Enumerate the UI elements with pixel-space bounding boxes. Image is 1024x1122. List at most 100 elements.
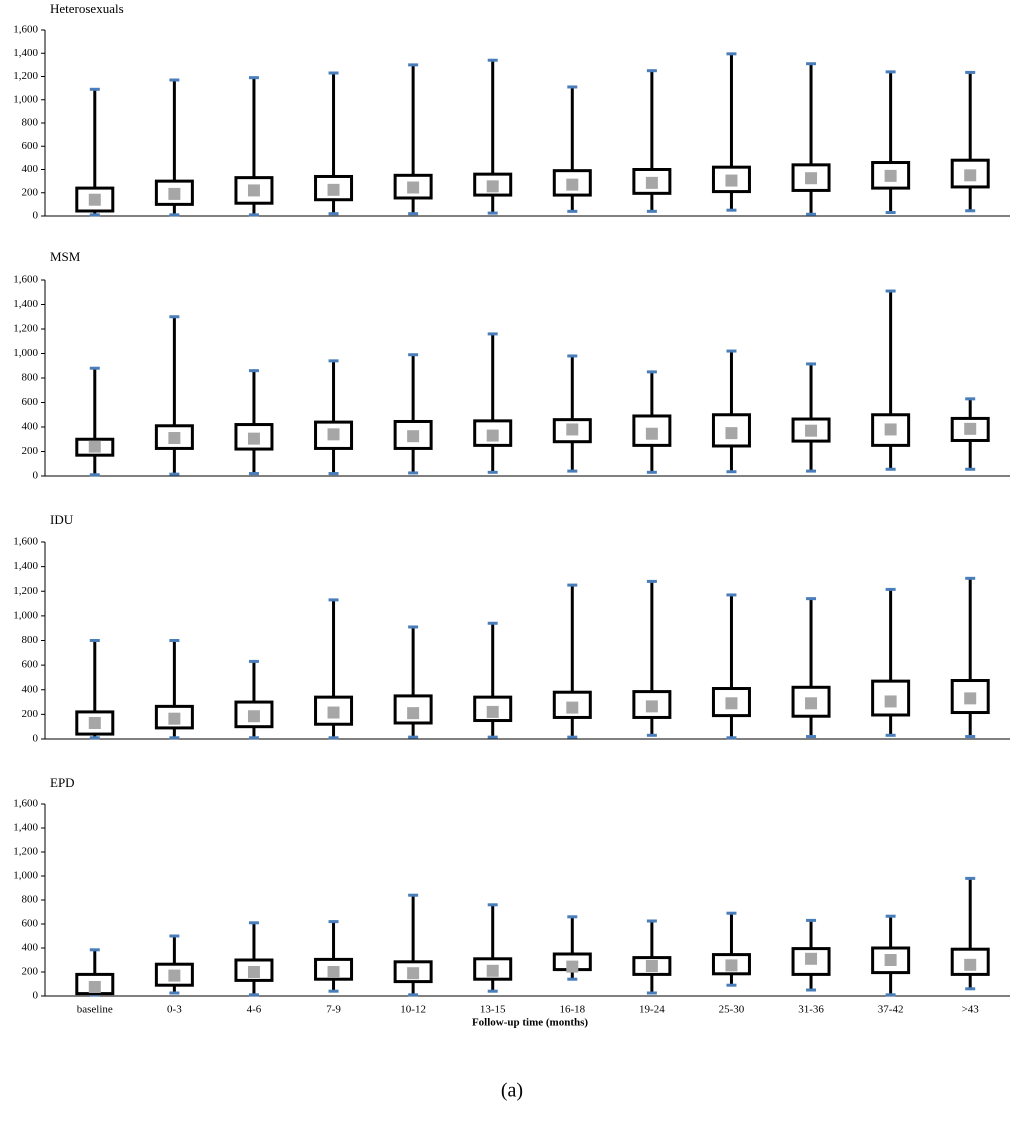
y-tick-label: 400: [22, 683, 39, 695]
center-marker: [566, 701, 579, 714]
center-marker: [407, 967, 420, 980]
center-marker: [964, 422, 977, 435]
y-tick-label: 1,600: [13, 274, 38, 286]
y-tick-label: 1,200: [13, 846, 38, 858]
center-marker: [884, 169, 897, 182]
y-tick-label: 1,400: [13, 822, 38, 834]
center-marker: [88, 716, 101, 729]
y-tick-label: 400: [22, 421, 39, 433]
center-marker: [805, 697, 818, 710]
center-marker: [88, 981, 101, 993]
center-marker: [247, 966, 260, 978]
y-tick-label: 1,000: [13, 870, 38, 882]
y-tick-label: 1,400: [13, 560, 38, 572]
y-tick-label: 400: [22, 942, 39, 954]
y-tick-label: 400: [22, 163, 39, 175]
center-marker: [88, 193, 101, 206]
center-marker: [168, 712, 181, 725]
x-tick-label: 31-36: [798, 1004, 824, 1016]
center-marker: [566, 423, 579, 436]
center-marker: [645, 700, 658, 713]
center-marker: [327, 428, 340, 441]
x-tick-label: 25-30: [719, 1004, 745, 1016]
y-tick-label: 800: [22, 894, 39, 906]
y-tick-label: 1,200: [13, 585, 38, 597]
x-tick-label: 10-12: [400, 1004, 426, 1016]
center-marker: [884, 423, 897, 436]
x-axis-label: Follow-up time (months): [472, 1017, 588, 1029]
center-marker: [327, 183, 340, 196]
center-marker: [168, 969, 181, 982]
y-tick-label: 600: [22, 659, 39, 671]
center-marker: [805, 424, 818, 437]
y-tick-label: 600: [22, 396, 39, 408]
center-marker: [725, 959, 738, 972]
center-marker: [645, 427, 658, 440]
y-tick-label: 0: [33, 733, 39, 745]
x-tick-label: 37-42: [878, 1004, 904, 1016]
center-marker: [884, 954, 897, 966]
center-marker: [327, 706, 340, 719]
center-marker: [486, 964, 499, 977]
x-tick-label: baseline: [77, 1004, 113, 1016]
panel-title: Heterosexuals: [50, 1, 124, 16]
center-marker: [247, 710, 260, 723]
y-tick-label: 1,600: [13, 24, 38, 36]
center-marker: [964, 169, 977, 182]
y-tick-label: 0: [33, 470, 39, 482]
center-marker: [486, 705, 499, 718]
y-tick-label: 600: [22, 140, 39, 152]
x-tick-label: 4-6: [247, 1004, 262, 1016]
center-marker: [964, 692, 977, 705]
x-tick-label: 13-15: [480, 1004, 506, 1016]
y-tick-label: 0: [33, 990, 39, 1002]
y-tick-label: 1,000: [13, 609, 38, 621]
center-marker: [566, 178, 579, 191]
x-tick-label: 7-9: [326, 1004, 341, 1016]
center-marker: [88, 440, 101, 453]
center-marker: [327, 966, 340, 978]
center-marker: [884, 695, 897, 708]
center-marker: [247, 432, 260, 445]
center-marker: [645, 176, 658, 189]
y-tick-label: 1,400: [13, 47, 38, 59]
y-tick-label: 800: [22, 372, 39, 384]
center-marker: [725, 697, 738, 710]
caption: (a): [501, 1080, 523, 1102]
x-tick-label: 0-3: [167, 1004, 182, 1016]
center-marker: [407, 707, 420, 720]
x-tick-label: 16-18: [559, 1004, 585, 1016]
y-tick-label: 800: [22, 117, 39, 129]
y-tick-label: 800: [22, 634, 39, 646]
panel-title: EPD: [50, 775, 75, 790]
y-tick-label: 200: [22, 708, 39, 720]
y-tick-label: 1,200: [13, 70, 38, 82]
y-tick-label: 200: [22, 445, 39, 457]
y-tick-label: 600: [22, 918, 39, 930]
y-tick-label: 0: [33, 210, 39, 222]
center-marker: [168, 432, 181, 445]
center-marker: [964, 958, 977, 971]
y-tick-label: 1,600: [13, 536, 38, 548]
center-marker: [566, 960, 579, 973]
panel-title: IDU: [50, 512, 74, 527]
panel-title: MSM: [50, 249, 81, 264]
x-tick-label: >43: [962, 1004, 980, 1016]
y-tick-label: 1,000: [13, 347, 38, 359]
x-tick-label: 19-24: [639, 1004, 665, 1016]
y-tick-label: 1,200: [13, 323, 38, 335]
box: [711, 413, 751, 448]
center-marker: [805, 952, 818, 965]
y-tick-label: 1,600: [13, 798, 38, 810]
center-marker: [407, 430, 420, 443]
y-tick-label: 200: [22, 966, 39, 978]
y-tick-label: 200: [22, 186, 39, 198]
box: [552, 169, 592, 197]
center-marker: [645, 960, 658, 972]
center-marker: [486, 180, 499, 193]
center-marker: [725, 174, 738, 187]
center-marker: [247, 184, 260, 197]
center-marker: [407, 181, 420, 194]
y-tick-label: 1,400: [13, 298, 38, 310]
